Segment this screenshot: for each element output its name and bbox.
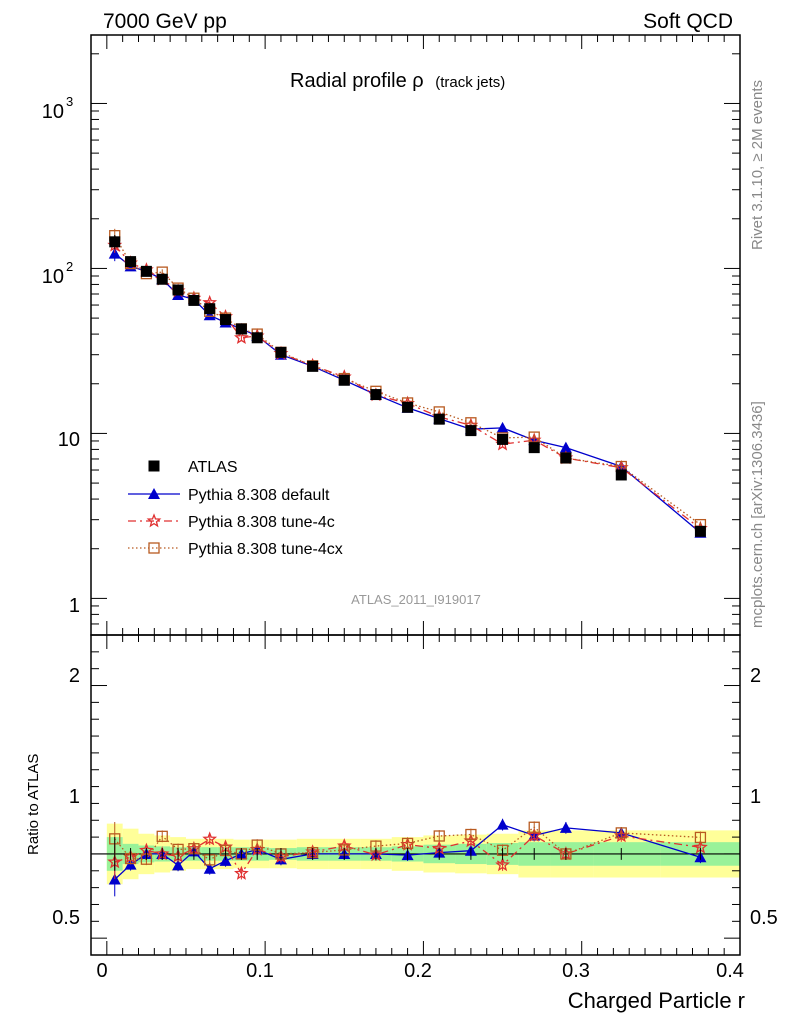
- legend-label-tune4cx: Pythia 8.308 tune-4cx: [188, 541, 343, 558]
- x-tick-label-02: 0.2: [404, 960, 432, 982]
- main-point-atlas: [172, 284, 184, 296]
- legend-marker-pythia-8-308-tune-4c: [146, 513, 162, 528]
- main-point-atlas: [370, 389, 382, 401]
- main-point-atlas: [465, 425, 477, 437]
- ratio-line-pythia-8-308-tune-4c: [114, 834, 701, 875]
- rivet-label: Rivet 3.1.10, ≥ 2M events: [749, 80, 766, 250]
- ratio-point-pythia-8-308-default: [496, 818, 509, 830]
- main-point-pythia-8-308-default: [559, 441, 572, 453]
- axis-ticks: [91, 35, 741, 956]
- legend: [128, 460, 180, 554]
- ratio-line-pythia-8-308-default: [114, 823, 701, 880]
- main-data-layer: [107, 228, 708, 538]
- header-energy: 7000 GeV pp: [103, 10, 227, 33]
- main-line-pythia-8-308-tune-4cx: [114, 235, 701, 526]
- main-point-atlas: [220, 314, 232, 326]
- ratio-point-pythia-8-308-default: [203, 862, 216, 874]
- x-tick-label-0: 0: [96, 960, 107, 982]
- main-point-pythia-8-308-tune-4cx: [528, 431, 540, 443]
- plot-title-suffix: (track jets): [435, 74, 505, 91]
- legend-label-tune4c: Pythia 8.308 tune-4c: [188, 514, 335, 531]
- main-point-pythia-8-308-tune-4c: [234, 330, 249, 345]
- main-point-atlas: [125, 256, 137, 268]
- main-point-atlas: [497, 433, 509, 445]
- main-point-pythia-8-308-default: [496, 421, 509, 433]
- x-tick-label-03: 0.3: [562, 960, 590, 982]
- main-point-atlas: [338, 374, 350, 386]
- main-point-atlas: [307, 360, 319, 372]
- ratio-y-tick-label-left-2: 2: [69, 665, 80, 687]
- ratio-point-pythia-8-308-tune-4cx: [156, 830, 168, 842]
- header-category: Soft QCD: [643, 10, 733, 33]
- ratio-y-axis-label: Ratio to ATLAS: [25, 754, 42, 855]
- main-point-pythia-8-308-default: [108, 247, 121, 259]
- ratio-point-pythia-8-308-tune-4c: [202, 831, 218, 846]
- analysis-id: ATLAS_2011_I919017: [351, 592, 481, 607]
- ratio-y-tick-label-left-05: 0.5: [52, 907, 80, 929]
- main-y-tick-exp-1000: 3: [66, 94, 73, 109]
- x-tick-label-01: 0.1: [246, 960, 274, 982]
- main-point-atlas: [235, 323, 247, 335]
- main-point-atlas: [433, 413, 445, 425]
- legend-label-default: Pythia 8.308 default: [188, 487, 330, 504]
- legend-marker-pythia-8-308-tune-4cx: [148, 542, 160, 554]
- plot-title-main: Radial profile ρ: [290, 70, 424, 92]
- ratio-y-tick-label-right-2: 2: [750, 665, 761, 687]
- main-y-tick-label-10: 10: [58, 429, 80, 451]
- main-y-tick-label-1000: 10: [42, 101, 64, 123]
- legend-marker-atlas: [148, 460, 160, 472]
- main-point-atlas: [694, 525, 706, 537]
- main-point-atlas: [402, 401, 414, 413]
- main-point-atlas: [615, 469, 627, 481]
- main-point-atlas: [188, 294, 200, 306]
- ratio-point-pythia-8-308-tune-4c: [234, 865, 249, 880]
- ratio-point-pythia-8-308-tune-4c: [526, 827, 542, 842]
- ratio-point-pythia-8-308-tune-4cx: [433, 830, 445, 842]
- ratio-point-pythia-8-308-tune-4cx: [694, 831, 707, 844]
- plot-title: Radial profile ρ (track jets): [290, 70, 505, 92]
- main-point-atlas: [204, 303, 216, 315]
- ratio-line-pythia-8-308-tune-4cx: [114, 826, 701, 861]
- ratio-point-pythia-8-308-tune-4cx: [615, 827, 627, 839]
- main-y-tick-label-100: 10: [42, 266, 64, 288]
- ratio-point-pythia-8-308-default: [219, 854, 232, 866]
- main-point-atlas: [140, 265, 152, 277]
- ratio-y-tick-label-right-05: 0.5: [750, 907, 778, 929]
- main-y-tick-exp-100: 2: [66, 259, 73, 274]
- x-axis-label: Charged Particle r: [568, 988, 745, 1013]
- ratio-panel-frame: [90, 634, 741, 956]
- ratio-point-pythia-8-308-tune-4cx: [465, 828, 477, 841]
- main-line-pythia-8-308-default: [114, 253, 701, 534]
- main-point-atlas: [251, 332, 263, 344]
- x-tick-label-04: 0.4: [716, 960, 744, 982]
- main-point-atlas: [528, 442, 540, 454]
- main-point-atlas: [156, 273, 168, 285]
- main-y-tick-label-1: 1: [69, 595, 80, 617]
- main-point-atlas: [109, 236, 121, 248]
- ratio-point-pythia-8-308-tune-4c: [495, 857, 511, 872]
- ratio-data-layer: [107, 818, 708, 897]
- ratio-y-tick-label-right-1: 1: [750, 786, 761, 808]
- ratio-y-tick-label-left-1: 1: [69, 786, 80, 808]
- main-point-atlas: [560, 452, 572, 464]
- mcplots-label: mcplots.cern.ch [arXiv:1306.3436]: [749, 401, 766, 628]
- main-point-atlas: [275, 346, 287, 358]
- legend-marker-pythia-8-308-default: [148, 488, 160, 499]
- legend-label-atlas: ATLAS: [188, 459, 238, 476]
- ratio-point-pythia-8-308-default: [559, 821, 572, 833]
- main-point-pythia-8-308-default: [203, 309, 216, 321]
- ratio-point-pythia-8-308-default: [108, 873, 121, 885]
- ratio-point-pythia-8-308-tune-4cx: [528, 821, 540, 833]
- ratio-point-pythia-8-308-default: [172, 859, 185, 871]
